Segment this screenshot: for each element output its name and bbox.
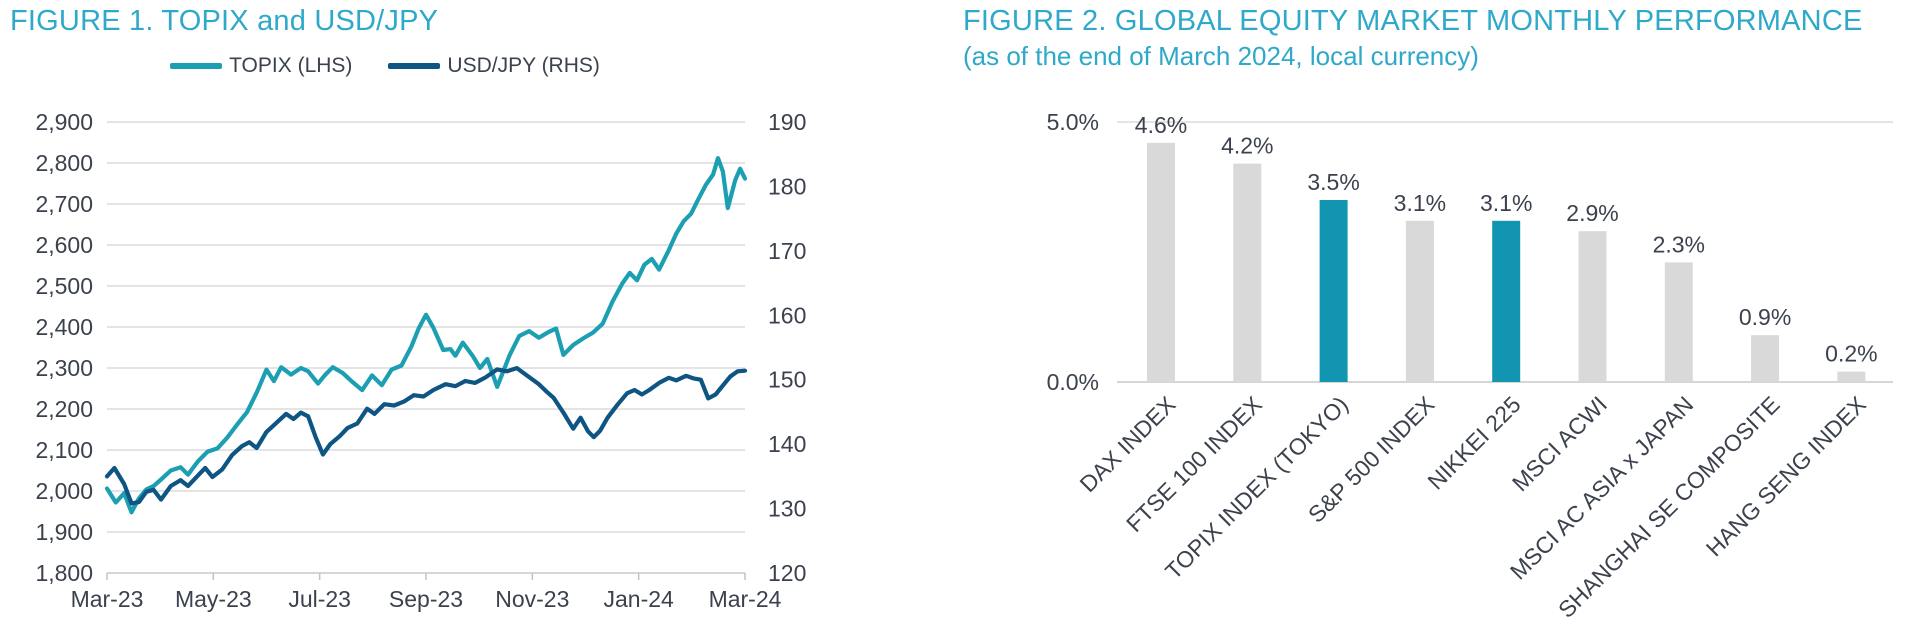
right-axis-label: 140 bbox=[768, 431, 806, 457]
x-axis-label: Mar-24 bbox=[709, 586, 782, 612]
bar-value-label: 2.3% bbox=[1653, 231, 1705, 257]
x-axis-label: Mar-23 bbox=[71, 586, 144, 612]
bar-value-label: 0.2% bbox=[1825, 341, 1877, 367]
bar bbox=[1751, 335, 1780, 382]
x-axis-label: Nov-23 bbox=[495, 586, 569, 612]
bar-value-label: 3.1% bbox=[1480, 190, 1532, 216]
left-axis-label: 2,900 bbox=[35, 109, 93, 135]
figure-1-line-chart: 1,800 1,900 2,000 2,100 2,200 2,300 2,400 2,500… bbox=[35, 109, 806, 612]
y-axis-label: 0.0% bbox=[1047, 369, 1099, 395]
right-axis-label: 170 bbox=[768, 238, 806, 264]
right-axis-label: 160 bbox=[768, 302, 806, 328]
legend-label: USD/JPY (RHS) bbox=[447, 54, 600, 77]
bar-value-label: 3.5% bbox=[1307, 169, 1359, 195]
bar bbox=[1405, 220, 1434, 382]
left-axis-label: 2,700 bbox=[35, 191, 93, 217]
right-axis-label: 150 bbox=[768, 367, 806, 393]
bar-value-label: 4.6% bbox=[1135, 112, 1187, 138]
left-axis-label: 2,800 bbox=[35, 150, 93, 176]
left-axis-label: 2,600 bbox=[35, 232, 93, 258]
right-axis-label: 130 bbox=[768, 496, 806, 522]
bar-value-label: 2.9% bbox=[1566, 200, 1618, 226]
bar bbox=[1837, 371, 1866, 382]
left-axis-label: 2,300 bbox=[35, 355, 93, 381]
x-axis-label: Jul-23 bbox=[288, 586, 351, 612]
x-axis-label: Sep-23 bbox=[389, 586, 463, 612]
figure-1-title: FIGURE 1. TOPIX and USD/JPY bbox=[10, 5, 439, 37]
left-axis-label: 1,800 bbox=[35, 560, 93, 586]
bar bbox=[1578, 231, 1607, 382]
left-axis-label: 2,000 bbox=[35, 478, 93, 504]
legend-label: TOPIX (LHS) bbox=[229, 54, 353, 77]
bar bbox=[1147, 142, 1175, 382]
bar bbox=[1319, 200, 1348, 382]
legend-item-topix: TOPIX (LHS) bbox=[170, 54, 352, 78]
legend-swatch-icon bbox=[170, 63, 223, 69]
x-axis-label: Jan-24 bbox=[604, 586, 675, 612]
figure-2-title: FIGURE 2. GLOBAL EQUITY MARKET MONTHLY P… bbox=[963, 5, 1863, 37]
x-axis-label: May-23 bbox=[175, 586, 252, 612]
right-axis-label: 190 bbox=[768, 109, 806, 135]
left-axis-label: 2,500 bbox=[35, 273, 93, 299]
topix-series-line bbox=[104, 156, 748, 515]
bar-category-label: HANG SENG INDEX bbox=[1701, 391, 1871, 561]
right-axis-label: 120 bbox=[768, 560, 806, 586]
bar bbox=[1233, 163, 1262, 382]
bar-value-label: 3.1% bbox=[1394, 190, 1446, 216]
left-axis-label: 2,200 bbox=[35, 396, 93, 422]
left-axis-label: 2,100 bbox=[35, 437, 93, 463]
bar-value-label: 0.9% bbox=[1739, 304, 1791, 330]
figure-1-legend: TOPIX (LHS) USD/JPY (RHS) bbox=[0, 53, 770, 79]
y-axis-label: 5.0% bbox=[1047, 109, 1099, 135]
legend-swatch-icon bbox=[388, 63, 441, 69]
bar bbox=[1492, 220, 1521, 382]
usdjpy-series-line bbox=[104, 366, 748, 506]
bar-value-label: 4.2% bbox=[1221, 133, 1273, 159]
legend-item-usdjpy: USD/JPY (RHS) bbox=[388, 54, 600, 78]
left-axis-label: 1,900 bbox=[35, 519, 93, 545]
bar bbox=[1664, 262, 1693, 382]
right-axis-label: 180 bbox=[768, 173, 806, 199]
left-axis-label: 2,400 bbox=[35, 314, 93, 340]
figure-2-subtitle: (as of the end of March 2024, local curr… bbox=[963, 41, 1479, 71]
